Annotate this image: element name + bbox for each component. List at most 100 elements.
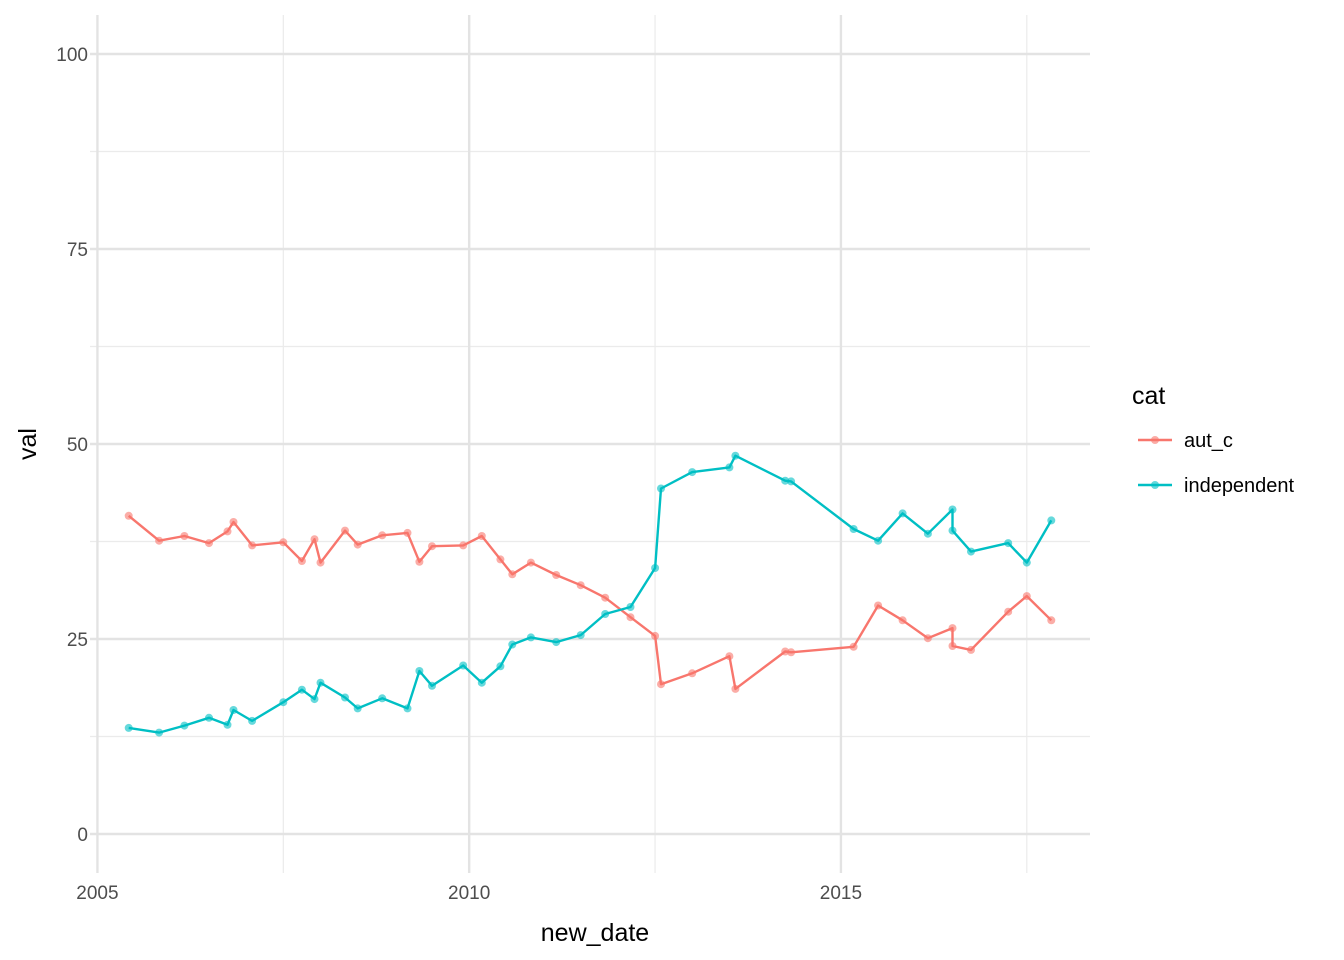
data-point [948, 526, 957, 535]
data-point [787, 648, 796, 657]
y-tick-label: 100 [56, 45, 88, 66]
data-point [508, 570, 517, 579]
data-point [948, 642, 957, 650]
data-point [874, 601, 883, 610]
data-point [428, 681, 436, 690]
data-point [205, 539, 213, 548]
data-point [428, 542, 436, 551]
data-point [657, 680, 665, 689]
major-gridlines [90, 15, 1090, 873]
data-point [310, 695, 319, 704]
data-point [688, 468, 697, 477]
y-tick-label: 50 [67, 435, 88, 456]
data-point [248, 716, 257, 725]
data-point [725, 652, 734, 661]
series-independent [124, 451, 1056, 737]
legend-title: cat [1132, 382, 1165, 410]
data-point [248, 541, 257, 550]
data-point [279, 538, 288, 547]
legend-key-point [1151, 436, 1159, 444]
data-point [1004, 539, 1013, 548]
data-point [1004, 607, 1013, 616]
data-point [341, 693, 349, 702]
data-point [651, 564, 660, 572]
data-point [316, 558, 325, 567]
x-tick-label: 2015 [820, 883, 862, 904]
x-axis-tick-labels: 2005 2010 2015 [76, 883, 862, 904]
data-point [223, 527, 232, 536]
x-tick-label: 2005 [76, 883, 118, 904]
data-point [1022, 592, 1031, 601]
data-point [688, 669, 697, 678]
data-point [508, 640, 517, 649]
data-point [341, 526, 349, 535]
data-point [576, 631, 585, 640]
legend-label: aut_c [1184, 430, 1233, 452]
data-point [496, 662, 505, 671]
data-point [526, 558, 535, 567]
data-point [898, 509, 907, 518]
data-point [205, 713, 213, 722]
y-tick-label: 75 [67, 240, 88, 261]
legend-label: independent [1184, 475, 1295, 497]
data-point [223, 720, 232, 729]
data-point [731, 684, 740, 693]
data-point [1047, 616, 1056, 625]
data-point [601, 593, 610, 602]
x-tick-label: 2010 [448, 883, 490, 904]
data-point [229, 706, 238, 714]
data-point [353, 704, 362, 713]
data-point [403, 528, 412, 537]
legend-key-point [1151, 481, 1159, 489]
data-point [229, 518, 238, 526]
data-point [626, 603, 635, 611]
data-point [948, 505, 957, 514]
data-point [552, 638, 561, 647]
data-point [353, 540, 362, 549]
data-point [180, 721, 189, 730]
data-point [626, 613, 635, 622]
data-point [967, 547, 975, 556]
data-point [849, 525, 858, 533]
data-point [459, 541, 468, 550]
data-point [967, 645, 975, 654]
legend-item: independent [1138, 475, 1295, 497]
data-point [124, 511, 133, 520]
data-point [552, 571, 561, 579]
data-point [1047, 516, 1056, 525]
data-point [180, 532, 189, 540]
data-point [378, 531, 387, 540]
data-point [526, 633, 535, 642]
data-point [459, 661, 468, 670]
data-point [781, 476, 790, 485]
data-point [651, 631, 660, 640]
y-tick-label: 25 [67, 630, 88, 651]
legend: cat aut_c independent [1132, 382, 1295, 497]
data-point [948, 624, 957, 633]
data-point [787, 477, 796, 486]
data-point [155, 728, 164, 737]
data-point [1022, 558, 1031, 567]
series-aut_c [124, 511, 1056, 693]
data-point [657, 484, 665, 493]
data-point [496, 555, 505, 564]
data-point [415, 557, 424, 566]
data-point [155, 536, 164, 545]
data-point [731, 451, 740, 460]
data-point [725, 463, 734, 472]
series-line [128, 454, 1053, 734]
data-point [378, 694, 387, 703]
data-point [874, 536, 883, 545]
legend-item: aut_c [1138, 430, 1233, 452]
data-point [781, 647, 790, 656]
legend-items: aut_c independent [1138, 430, 1295, 497]
data-point [576, 581, 585, 590]
data-point [477, 532, 486, 540]
x-axis-title: new_date [541, 919, 649, 947]
data-point [415, 667, 424, 675]
series-layer [124, 451, 1056, 737]
data-point [898, 616, 907, 625]
data-point [297, 557, 306, 565]
